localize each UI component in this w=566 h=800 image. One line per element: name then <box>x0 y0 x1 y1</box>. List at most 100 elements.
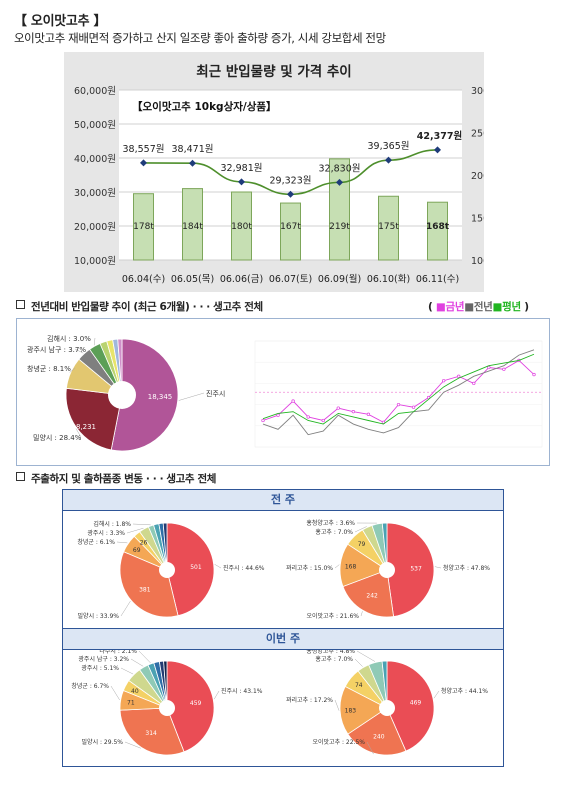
leader-line <box>126 527 144 534</box>
slice-label: 진주시 : 43.1% <box>221 687 263 695</box>
slice-value-label: 469 <box>410 700 422 707</box>
this-week-origin-pie: 459 314 71 40 진주시 : 43.1% 밀양시 : 29.5% 창녕군 : 6.… <box>71 650 263 756</box>
bar-label: 219t <box>329 222 350 232</box>
series-marker <box>396 402 401 407</box>
slice-label: 밀양시 : 28.4% <box>33 434 82 442</box>
series-marker <box>532 372 536 377</box>
series-line <box>262 353 535 425</box>
slice-value-label: 459 <box>190 700 202 707</box>
price-label: 38,471원 <box>172 144 214 155</box>
leader-line <box>433 690 440 699</box>
pie-slice <box>386 660 435 752</box>
bar-label: 178t <box>133 222 154 232</box>
bar <box>329 158 350 261</box>
slice-value-label: 40 <box>131 688 139 695</box>
pie-slice <box>381 522 388 571</box>
slice-value-label: 314 <box>145 730 157 737</box>
leader-line <box>213 690 220 700</box>
series-marker <box>261 418 265 423</box>
prev-week-header: 전 주 <box>63 490 503 511</box>
y-right-tick: 200t <box>471 171 484 182</box>
series-marker <box>276 413 280 417</box>
slice-value-label: 8,231 <box>76 423 96 431</box>
series-marker <box>442 379 446 383</box>
x-tick: 06.06(금) <box>220 274 263 285</box>
page-subtitle: 오이맛고추 재배면적 증가하고 산지 일조량 좋아 출하량 증가, 시세 강보합… <box>14 31 386 45</box>
slice-label: 김해시 : 3.0% <box>47 334 91 343</box>
slice-value-label: 242 <box>366 593 378 600</box>
section-yoy-heading: 전년대비 반입물량 추이 (최근 6개월) · · · 생고추 전체 <box>16 299 263 314</box>
region-share-pie: 18,345 8,231 진주시 : 47.2% 밀양시 : 28.4% 창녕군 : 8… <box>27 334 227 452</box>
bar-label: 168t <box>426 222 450 232</box>
slice-label: 창녕군 : 6.7% <box>71 682 109 690</box>
slice-value-label: 18,345 <box>148 393 173 401</box>
leader-line <box>130 658 144 667</box>
slice-label: 진주시 : 47.2% <box>206 389 227 398</box>
slice-value-label: 501 <box>190 564 202 571</box>
leader-line <box>138 650 151 664</box>
chart-title: 최근 반입물량 및 가격 추이 <box>196 63 351 80</box>
y-right-tick: 250t <box>471 129 484 140</box>
bar <box>378 195 399 261</box>
leader-line <box>132 523 151 526</box>
checkbox-icon <box>16 472 25 481</box>
x-tick: 06.07(토) <box>269 274 312 285</box>
this-week-header: 이번 주 <box>63 628 503 650</box>
legend-last-year: ■전년 <box>464 301 493 313</box>
checkbox-icon <box>16 300 25 309</box>
slice-label: 홍고추 : 7.0% <box>315 655 353 663</box>
slice-value-label: 71 <box>127 699 135 706</box>
slice-value-label: 240 <box>373 733 385 740</box>
page-title: 【 오이맛고추 】 <box>14 14 107 29</box>
pie-slice <box>162 522 168 571</box>
y-left-tick: 10,000원 <box>74 256 116 267</box>
slice-value-label: 69 <box>133 547 141 554</box>
bar <box>231 191 252 261</box>
x-tick: 06.04(수) <box>122 274 165 285</box>
leader-line <box>74 348 84 354</box>
pie-hole <box>379 562 395 578</box>
series-marker <box>291 399 295 403</box>
series-line <box>262 349 535 436</box>
price-marker <box>336 178 343 186</box>
x-tick: 06.09(월) <box>318 273 361 285</box>
leader-line <box>334 699 340 711</box>
leader-line <box>69 367 76 373</box>
slice-value-label: 537 <box>410 565 422 572</box>
slice-label: 광주시 : 5.1% <box>81 665 119 672</box>
slice-label: 김해시 : 1.8% <box>93 520 131 528</box>
leader-line <box>214 564 222 569</box>
pie-slice <box>166 522 215 617</box>
y-left-tick: 60,000원 <box>74 86 116 97</box>
x-tick: 06.10(화) <box>367 274 410 285</box>
legend-this-year: ■금년 <box>435 301 465 313</box>
bar-label: 184t <box>182 222 203 232</box>
slice-label: 창녕군 : 6.1% <box>77 538 115 546</box>
slice-label: 오이맛고추 : 22.5% <box>313 738 366 746</box>
price-label: 42,377원 <box>417 130 462 142</box>
pie-slice <box>381 660 388 709</box>
slice-value-label: 168 <box>345 563 357 570</box>
leader-line <box>360 611 363 617</box>
price-marker <box>385 156 392 164</box>
prev-week-variety-pie: 537 242 168 79 청양고추 : 47.8% 오이맛고추 : 21.6% 꽈리고추… <box>286 519 490 620</box>
leader-line <box>354 526 367 533</box>
pie-hole <box>108 381 136 409</box>
price-label: 29,323원 <box>270 175 312 186</box>
pie-slice <box>163 660 168 709</box>
slice-label: 밀양시 : 33.9% <box>78 612 120 620</box>
plot-area <box>254 340 543 448</box>
slice-label: 광주시 : 3.3% <box>87 530 125 537</box>
bar <box>133 193 154 261</box>
pie-hole <box>159 562 175 578</box>
leader-line <box>110 685 120 701</box>
pie-slice <box>166 660 215 753</box>
leader-line <box>354 658 363 667</box>
slice-value-label: 381 <box>139 586 151 593</box>
y-left-tick: 40,000원 <box>74 154 116 165</box>
series-marker <box>321 418 325 423</box>
leader-line <box>120 600 131 617</box>
y-right-tick: 300t <box>471 86 484 97</box>
slice-label: 광주시 남구 : 3.2% <box>78 655 129 663</box>
